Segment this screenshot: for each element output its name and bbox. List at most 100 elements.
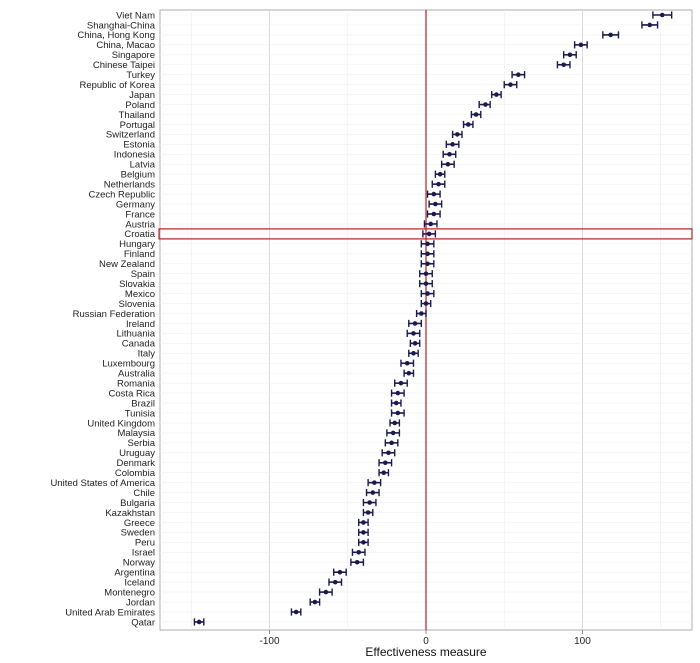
category-label: Finland <box>124 249 155 260</box>
category-label: Qatar <box>131 617 155 628</box>
estimate-point <box>433 201 438 207</box>
estimate-point <box>578 42 584 48</box>
estimate-point <box>647 22 653 28</box>
estimate-point <box>431 211 437 217</box>
category-label: Malaysia <box>118 428 156 439</box>
category-label: Portugal <box>120 120 155 131</box>
estimate-point <box>361 520 366 525</box>
estimate-point <box>404 360 410 366</box>
category-label: Slovenia <box>119 299 156 310</box>
estimate-point <box>386 450 391 456</box>
category-label: Viet Nam <box>116 10 155 21</box>
category-label: Kazakhstan <box>105 508 155 519</box>
estimate-point <box>381 470 387 476</box>
category-label: Switzerland <box>106 130 155 141</box>
category-label: Argentina <box>114 568 155 579</box>
category-label: Costa Rica <box>109 388 156 399</box>
category-label: Lithuania <box>116 329 155 340</box>
category-label: China, Macao <box>96 40 155 51</box>
estimate-point <box>395 410 401 416</box>
category-label: Spain <box>131 269 155 280</box>
estimate-point <box>395 390 401 396</box>
estimate-point <box>390 430 396 436</box>
category-label: Uruguay <box>119 448 155 459</box>
category-label: Ireland <box>126 319 155 330</box>
category-label: United States of America <box>50 478 155 489</box>
category-label: Serbia <box>128 438 156 449</box>
estimate-point <box>436 181 441 187</box>
estimate-point <box>567 52 573 58</box>
estimate-point <box>367 500 372 505</box>
estimate-point <box>425 261 430 267</box>
estimate-point <box>425 251 430 257</box>
category-label: Peru <box>135 538 155 549</box>
estimate-point <box>361 540 366 545</box>
estimate-point <box>332 579 338 585</box>
category-label: Slovakia <box>119 279 156 290</box>
category-label: Singapore <box>112 50 155 61</box>
x-axis-ticks: -100 0 100 <box>260 630 591 647</box>
category-label: Bulgaria <box>120 498 156 509</box>
category-label: Romania <box>117 378 156 389</box>
estimate-point <box>516 72 521 77</box>
category-label: Croatia <box>124 229 155 240</box>
category-label: Chinese Taipei <box>93 60 155 71</box>
estimate-point <box>494 92 499 97</box>
category-label: Iceland <box>124 577 155 588</box>
category-label: Belgium <box>121 170 155 181</box>
category-label: Hungary <box>119 239 155 250</box>
category-label: Estonia <box>123 140 155 151</box>
category-label: Thailand <box>119 110 155 121</box>
estimate-point <box>406 370 412 376</box>
category-label: Colombia <box>115 468 156 479</box>
category-label: Montenegro <box>104 587 155 598</box>
estimate-point <box>473 112 479 117</box>
estimate-point <box>354 559 360 565</box>
estimate-point <box>425 291 430 296</box>
category-label: Jordan <box>126 597 155 608</box>
category-label: Greece <box>124 518 155 529</box>
category-label: Turkey <box>126 70 155 81</box>
category-label: France <box>125 209 155 220</box>
category-label: Russian Federation <box>73 309 155 320</box>
category-label: United Arab Emirates <box>65 607 155 618</box>
estimate-point <box>450 142 455 147</box>
estimate-point <box>425 241 430 247</box>
estimate-point <box>483 102 488 107</box>
estimate-point <box>312 599 318 605</box>
estimate-point <box>361 530 366 535</box>
estimate-point <box>419 311 424 316</box>
estimate-point <box>196 619 202 625</box>
estimate-point <box>365 510 371 515</box>
category-label: Sweden <box>121 528 155 539</box>
category-label: Brazil <box>131 398 155 409</box>
estimate-point <box>356 550 362 555</box>
category-label: Australia <box>118 369 156 380</box>
estimate-point <box>659 12 665 18</box>
category-label: Mexico <box>125 289 155 300</box>
estimate-point <box>411 351 416 356</box>
estimate-point <box>437 171 443 177</box>
category-label: Israel <box>132 548 155 559</box>
estimate-point <box>398 380 404 386</box>
highlight-box <box>158 228 693 240</box>
estimate-point <box>428 221 433 227</box>
estimate-point <box>608 32 613 38</box>
category-label: Chile <box>133 488 155 499</box>
category-label: New Zealand <box>99 259 155 270</box>
category-label: Austria <box>125 219 155 230</box>
estimate-point <box>293 609 299 615</box>
x-axis-title: Effectiveness measure <box>365 645 486 659</box>
estimate-point <box>412 341 418 346</box>
category-label: Indonesia <box>114 150 156 161</box>
category-label: Republic of Korea <box>79 80 155 91</box>
category-label: Luxembourg <box>102 359 155 370</box>
estimate-point <box>389 440 394 446</box>
x-tick-label: 0 <box>423 636 429 647</box>
category-label: Shanghai-China <box>87 20 156 31</box>
estimate-point <box>337 569 343 575</box>
estimate-point <box>431 191 437 197</box>
category-label: Norway <box>123 558 155 569</box>
